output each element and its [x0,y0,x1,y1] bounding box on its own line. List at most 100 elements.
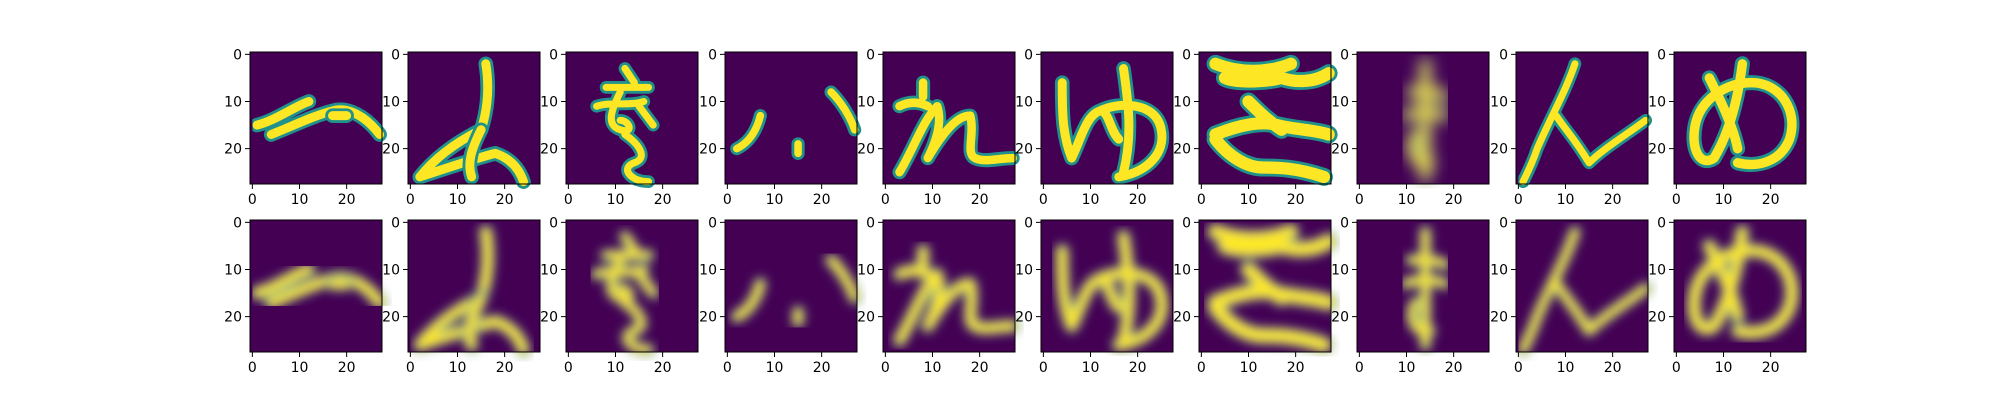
y-tick-label: 0 [1182,47,1191,63]
y-tick-label: 0 [391,215,400,231]
glyph-ち [1206,54,1338,186]
glyph-ち [1206,222,1338,354]
glyph-ん [1518,225,1653,357]
image-background [725,52,857,184]
axes-frame [565,51,699,185]
x-tick-label: 10 [1398,192,1416,208]
axes-frame [1040,219,1174,353]
y-tick-label: 0 [391,47,400,63]
y-tick-label: 20 [699,142,717,158]
glyph-stroke [733,111,765,153]
x-tick-label: 10 [1240,192,1258,208]
y-tick-label: 0 [1499,215,1508,231]
y-tick-label: 0 [1340,47,1349,63]
y-tick-label: 20 [1173,310,1191,326]
image-panel-r2-c1: 0 10 20 0 10 20 [224,215,387,376]
glyph-stroke [895,246,1017,345]
axes-frame [724,219,858,353]
axes-frame [1515,51,1649,185]
x-tick-label: 10 [924,360,942,376]
x-tick-label: 10 [449,360,467,376]
axes-frame [1198,219,1332,353]
glyph-stroke [593,64,657,186]
x-tick-label: 10 [766,360,784,376]
glyph-ま [1400,57,1451,184]
x-tick-label: 0 [1355,360,1364,376]
y-tick-label: 10 [1015,95,1033,111]
glyph-へ [252,262,387,310]
x-tick-label: 10 [449,192,467,208]
x-tick-label: 0 [723,360,732,376]
y-tick-label: 10 [382,95,400,111]
y-tick-label: 20 [382,310,400,326]
x-tick-label: 0 [248,360,257,376]
axes-frame [249,219,383,353]
axes-frame [565,219,699,353]
image-background [725,220,857,352]
x-tick-label: 10 [607,192,625,208]
x-tick-label: 0 [1514,360,1523,376]
x-tick-label: 0 [248,192,257,208]
axes-frame [724,51,858,185]
x-tick-label: 10 [766,192,784,208]
glyph-ゑ [590,230,660,357]
glyph-stroke [465,125,486,182]
glyph-stroke [1519,60,1650,186]
x-tick-label: 20 [1604,360,1622,376]
y-tick-label: 10 [1331,263,1349,279]
glyph-ハ [730,85,862,160]
x-tick-label: 20 [1604,192,1622,208]
glyph-ゆ [1054,61,1170,185]
x-tick-label: 10 [1082,360,1100,376]
y-tick-label: 0 [1657,215,1666,231]
y-tick-label: 20 [1173,142,1191,158]
y-tick-label: 0 [708,215,717,231]
y-tick-label: 10 [1490,263,1508,279]
x-tick-label: 0 [1355,192,1364,208]
x-tick-label: 10 [1715,360,1733,376]
image-panel-r2-c4: 0 10 20 0 10 20 [699,215,862,376]
x-tick-label: 20 [1287,360,1305,376]
axes-frame [882,51,1016,185]
y-tick-label: 10 [382,263,400,279]
x-tick-label: 20 [813,192,831,208]
glyph-れ [892,75,1020,180]
glyph-め [1686,224,1800,340]
x-tick-label: 0 [881,192,890,208]
image-panel-r2-c9: 0 10 20 0 10 20 [1490,215,1653,376]
image-panel-r2-c8: 0 10 20 0 10 20 [1331,215,1490,376]
x-tick-label: 10 [1398,360,1416,376]
glyph-stroke [1402,60,1448,181]
y-tick-label: 10 [540,263,558,279]
glyph-ゑ [590,62,660,189]
y-tick-label: 10 [224,95,242,111]
x-tick-label: 0 [1672,360,1681,376]
y-tick-label: 0 [1182,215,1191,231]
glyph-stroke [593,232,657,354]
y-tick-label: 10 [857,95,875,111]
y-tick-label: 10 [857,263,875,279]
glyph-め [1686,56,1800,172]
y-tick-label: 0 [1340,215,1349,231]
y-tick-label: 0 [866,215,875,231]
image-panel-r2-c7: 0 10 20 0 10 20 [1173,215,1338,376]
image-panel-r2-c2: 0 10 20 0 10 20 [382,215,541,376]
x-tick-label: 10 [607,360,625,376]
glyph-stroke [733,279,765,321]
y-tick-label: 20 [224,310,242,326]
x-tick-label: 20 [1287,192,1305,208]
x-tick-label: 20 [654,192,672,208]
glyph-stroke [1057,64,1167,182]
axes-frame [882,219,1016,353]
axes-frame [407,51,541,185]
image-panel-r2-c10: 0 10 20 0 10 20 [1648,215,1807,376]
x-tick-label: 20 [496,360,514,376]
axes-frame [1040,51,1174,185]
image-panel-r1-c2: 0 10 20 0 10 20 [382,47,541,208]
y-tick-label: 0 [1499,47,1508,63]
y-tick-label: 20 [1648,310,1666,326]
axes-frame [249,51,383,185]
y-tick-label: 0 [1024,47,1033,63]
y-tick-label: 20 [1015,142,1033,158]
